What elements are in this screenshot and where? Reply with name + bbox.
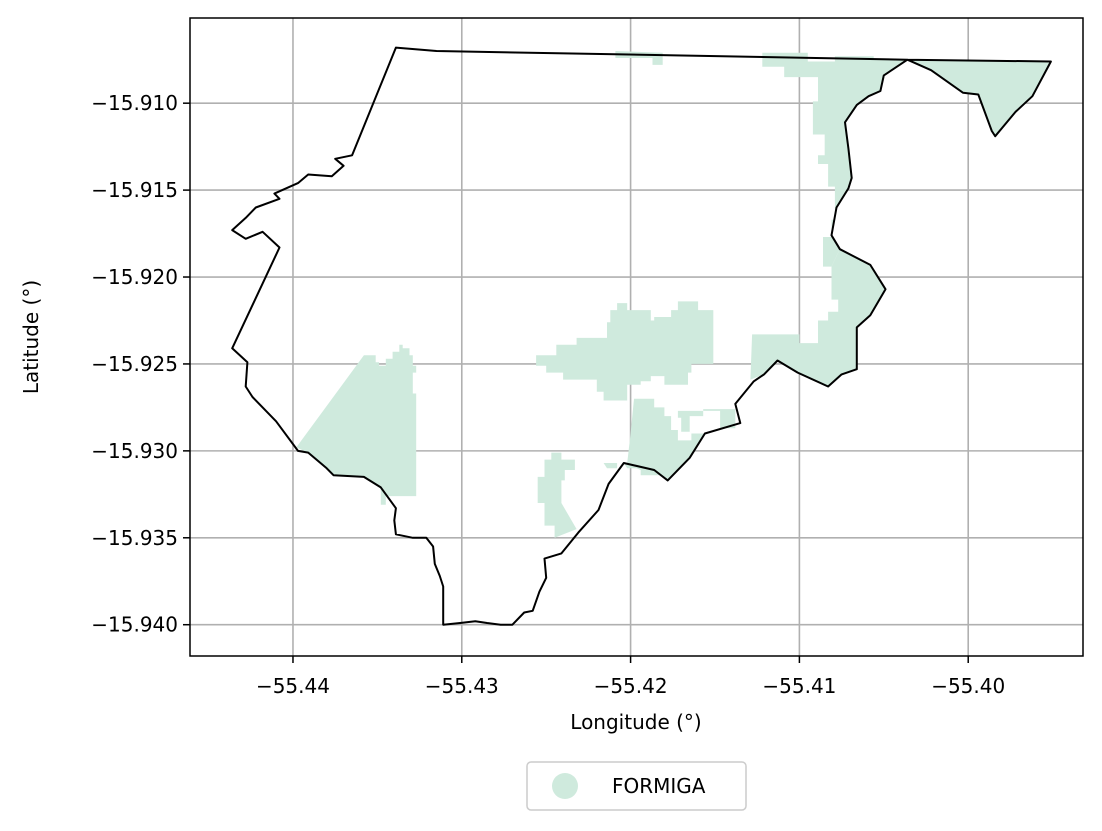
formiga-region-3	[617, 398, 705, 481]
x-axis-ticks: −55.44 −55.43 −55.42 −55.41 −55.40	[256, 656, 1005, 698]
legend-label-formiga: FORMIGA	[612, 774, 706, 798]
formiga-region-0	[296, 344, 417, 505]
y-tick-label-5: −15.935	[91, 526, 178, 550]
y-tick-label-4: −15.930	[91, 439, 178, 463]
formiga-region-10	[615, 51, 663, 65]
formiga-region-2	[603, 463, 618, 469]
formiga-region-9	[907, 59, 1051, 137]
x-axis-label: Longitude (°)	[570, 710, 701, 734]
formiga-regions	[296, 51, 1051, 538]
y-tick-label-3: −15.925	[91, 352, 178, 376]
y-tick-label-2: −15.920	[91, 265, 178, 289]
municipality-boundary	[231, 46, 1052, 626]
formiga-region-5	[677, 409, 736, 432]
formiga-region-8	[762, 52, 908, 267]
y-tick-label-6: −15.940	[91, 613, 178, 637]
x-tick-label-0: −55.44	[256, 674, 330, 698]
legend-frame	[526, 761, 747, 811]
formiga-region-4	[537, 452, 577, 538]
x-tick-label-3: −55.41	[762, 674, 836, 698]
formiga-region-7	[750, 249, 886, 387]
y-axis-label: Latitude (°)	[19, 280, 43, 394]
x-tick-label-2: −55.42	[594, 674, 668, 698]
y-axis-ticks: −15.910 −15.915 −15.920 −15.925 −15.930 −15.9…	[91, 91, 190, 637]
boundary-layer	[231, 46, 1052, 626]
plot-frame	[189, 17, 1084, 657]
legend: FORMIGA	[526, 761, 747, 811]
formiga-region-6	[536, 301, 714, 401]
y-tick-label-1: −15.915	[91, 178, 178, 202]
y-tick-label-0: −15.910	[91, 91, 178, 115]
legend-swatch-formiga	[552, 773, 578, 799]
x-tick-label-4: −55.40	[931, 674, 1005, 698]
x-tick-label-1: −55.43	[425, 674, 499, 698]
